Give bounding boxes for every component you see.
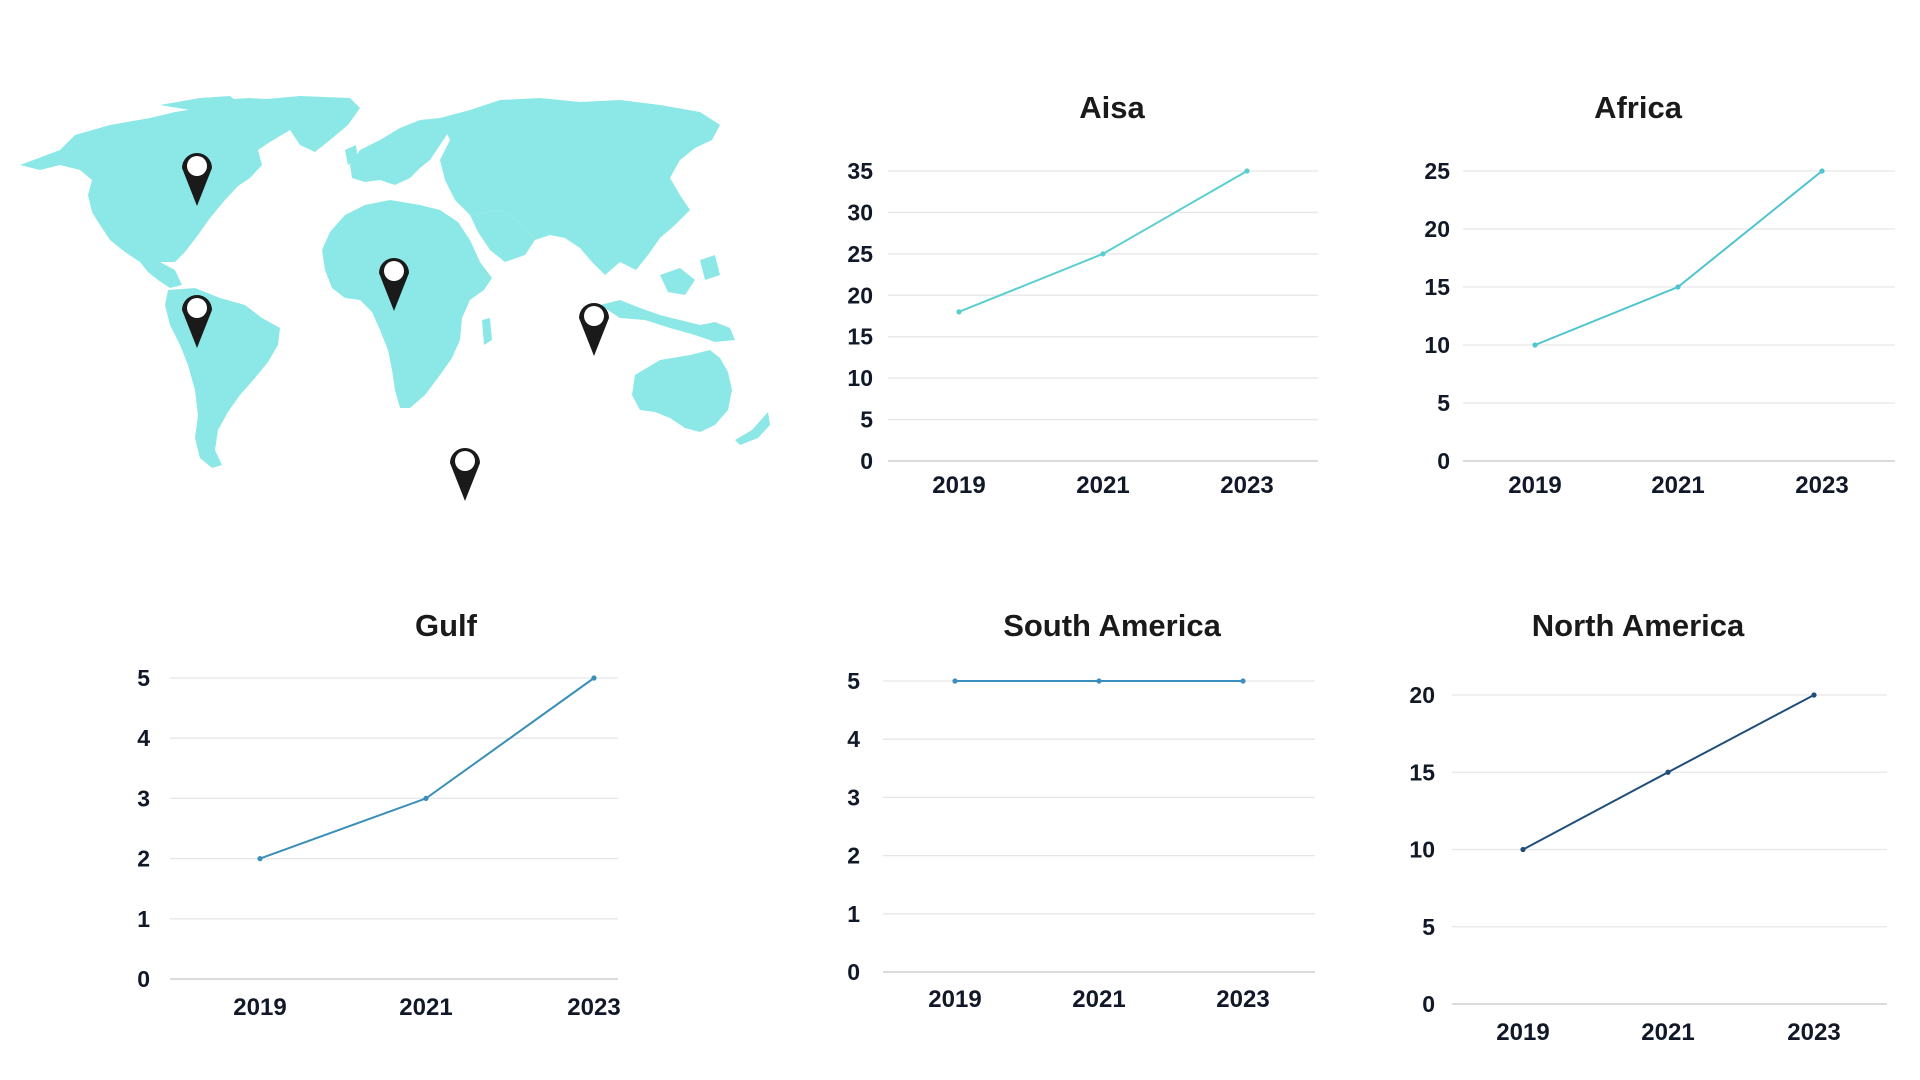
y-tick-label: 15: [847, 324, 873, 350]
y-tick-label: 4: [137, 725, 150, 751]
y-tick-label: 10: [1409, 837, 1435, 863]
y-tick-label: 4: [847, 726, 860, 752]
chart-title: Gulf: [415, 608, 478, 643]
data-point: [956, 309, 962, 315]
y-tick-label: 0: [1422, 991, 1435, 1017]
y-tick-label: 25: [847, 241, 873, 267]
data-point: [1244, 168, 1250, 174]
data-point: [1675, 284, 1681, 290]
map-pin-icon: [182, 295, 212, 348]
x-tick-label: 2021: [399, 994, 452, 1021]
data-point: [1811, 692, 1817, 698]
data-point: [1240, 678, 1246, 684]
map-pin-icon: [182, 153, 212, 206]
line-chart-north-america: North America 0 5 10 15 20 2019 2021 2023: [1409, 608, 1887, 1046]
x-tick-label: 2019: [1496, 1019, 1549, 1046]
world-map: [20, 96, 770, 501]
y-tick-label: 20: [847, 282, 873, 308]
data-line: [1522, 694, 1815, 851]
y-tick-label: 15: [1409, 759, 1435, 785]
data-point: [591, 675, 597, 681]
x-tick-label: 2023: [567, 994, 620, 1021]
x-tick-label: 2023: [1220, 472, 1273, 499]
y-tick-label: 5: [847, 668, 860, 694]
y-tick-label: 20: [1424, 216, 1450, 242]
x-tick-label: 2021: [1651, 472, 1704, 499]
y-tick-label: 20: [1409, 682, 1435, 708]
y-tick-label: 3: [137, 785, 150, 811]
y-tick-label: 5: [860, 407, 873, 433]
y-tick-label: 10: [847, 365, 873, 391]
y-tick-label: 0: [847, 959, 860, 985]
x-tick-label: 2019: [928, 986, 981, 1013]
y-tick-label: 5: [137, 665, 150, 691]
line-chart-south-america: South America 0 1 2 3 4 5 2019 2021 2023: [847, 608, 1315, 1013]
map-pin-icon: [379, 258, 409, 311]
x-tick-label: 2019: [233, 994, 286, 1021]
y-tick-label: 25: [1424, 158, 1450, 184]
chart-title: North America: [1532, 608, 1745, 643]
line-chart-africa: Africa 0 5 10 15 20 25 2019 2021 2023: [1424, 90, 1895, 499]
data-point: [1100, 251, 1106, 257]
x-tick-label: 2023: [1787, 1019, 1840, 1046]
data-point: [1819, 168, 1825, 174]
y-tick-label: 2: [137, 846, 150, 872]
y-tick-label: 2: [847, 843, 860, 869]
x-tick-label: 2023: [1216, 986, 1269, 1013]
y-tick-label: 5: [1437, 390, 1450, 416]
data-line: [958, 170, 1248, 313]
y-tick-label: 0: [137, 966, 150, 992]
chart-title: Aisa: [1079, 90, 1145, 125]
data-point: [1532, 342, 1538, 348]
x-tick-label: 2021: [1641, 1019, 1694, 1046]
map-pins: [182, 153, 609, 501]
y-tick-label: 1: [847, 901, 860, 927]
x-tick-label: 2019: [932, 472, 985, 499]
chart-title: South America: [1003, 608, 1221, 643]
data-point: [423, 795, 429, 802]
y-tick-label: 0: [1437, 448, 1450, 474]
y-tick-label: 3: [847, 784, 860, 810]
y-tick-label: 1: [137, 906, 150, 932]
x-tick-label: 2021: [1072, 986, 1125, 1013]
data-line: [259, 677, 595, 860]
y-tick-label: 35: [847, 158, 873, 184]
chart-title: Africa: [1594, 90, 1683, 125]
y-tick-label: 10: [1424, 332, 1450, 358]
map-pin-icon: [579, 303, 609, 356]
y-tick-label: 5: [1422, 914, 1435, 940]
map-pin-icon: [449, 447, 480, 501]
y-tick-label: 15: [1424, 274, 1450, 300]
data-point: [952, 678, 958, 684]
x-tick-label: 2021: [1076, 472, 1129, 499]
data-point: [257, 856, 263, 862]
x-tick-label: 2019: [1508, 472, 1561, 499]
data-line: [1534, 170, 1823, 346]
x-tick-label: 2023: [1795, 472, 1848, 499]
data-point: [1665, 769, 1671, 775]
line-chart-aisa: Aisa 0 5 10 15 20 25 30 35 2019 2021 2023: [847, 90, 1318, 499]
data-point: [1096, 678, 1102, 684]
y-tick-label: 0: [860, 448, 873, 474]
line-chart-gulf: Gulf 0 1 2 3 4 5 2019 2021 2023: [137, 608, 620, 1021]
data-point: [1520, 846, 1526, 853]
y-tick-label: 30: [847, 199, 873, 225]
